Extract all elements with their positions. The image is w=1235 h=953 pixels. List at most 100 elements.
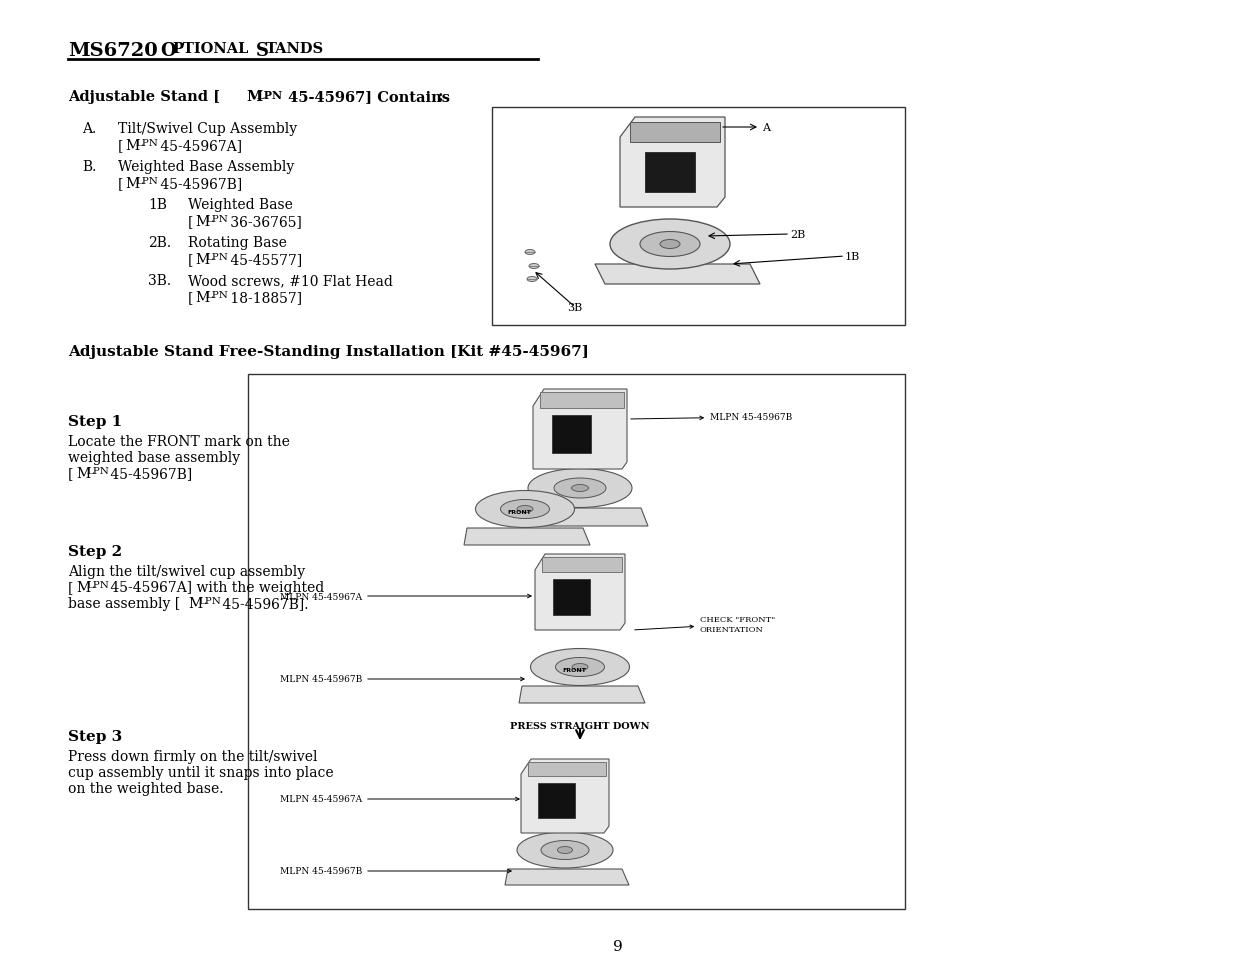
Text: 9: 9 bbox=[613, 939, 622, 953]
Text: Align the tilt/swivel cup assembly: Align the tilt/swivel cup assembly bbox=[68, 564, 305, 578]
Text: A: A bbox=[762, 123, 769, 132]
Text: S: S bbox=[256, 42, 269, 60]
Text: TANDS: TANDS bbox=[266, 42, 324, 56]
Polygon shape bbox=[534, 390, 627, 470]
Text: CHECK "FRONT"
ORIENTATION: CHECK "FRONT" ORIENTATION bbox=[635, 616, 776, 633]
Text: M: M bbox=[125, 139, 140, 152]
Text: [: [ bbox=[188, 253, 194, 267]
Text: Step 3: Step 3 bbox=[68, 729, 122, 743]
Text: LPN: LPN bbox=[86, 580, 109, 589]
Text: [: [ bbox=[68, 580, 73, 595]
Text: FRONT: FRONT bbox=[562, 667, 585, 672]
Ellipse shape bbox=[557, 846, 573, 854]
Polygon shape bbox=[645, 152, 695, 193]
Text: Step 1: Step 1 bbox=[68, 415, 122, 429]
Text: 36-36765]: 36-36765] bbox=[226, 214, 301, 229]
Ellipse shape bbox=[525, 251, 535, 255]
Polygon shape bbox=[529, 762, 606, 776]
Ellipse shape bbox=[531, 649, 630, 686]
Text: cup assembly until it snaps into place: cup assembly until it snaps into place bbox=[68, 765, 333, 780]
Text: M: M bbox=[188, 597, 203, 610]
Polygon shape bbox=[519, 686, 645, 703]
Text: MLPN 45-45967B: MLPN 45-45967B bbox=[280, 675, 524, 684]
Text: LPN: LPN bbox=[257, 90, 283, 101]
Text: [: [ bbox=[68, 467, 73, 480]
Text: M: M bbox=[195, 291, 209, 305]
Text: MS6720: MS6720 bbox=[68, 42, 158, 60]
Text: LPN: LPN bbox=[198, 597, 221, 605]
Text: 45-45967B]: 45-45967B] bbox=[106, 467, 193, 480]
Text: LPN: LPN bbox=[135, 139, 158, 148]
Polygon shape bbox=[505, 869, 629, 885]
Text: LPN: LPN bbox=[205, 214, 228, 224]
Text: Wood screws, #10 Flat Head: Wood screws, #10 Flat Head bbox=[188, 274, 393, 288]
Ellipse shape bbox=[475, 491, 574, 528]
Text: M: M bbox=[125, 177, 140, 191]
Polygon shape bbox=[535, 555, 625, 630]
Polygon shape bbox=[521, 760, 609, 833]
Text: Tilt/Swivel Cup Assembly: Tilt/Swivel Cup Assembly bbox=[119, 122, 298, 136]
Ellipse shape bbox=[572, 485, 589, 492]
Ellipse shape bbox=[555, 478, 606, 498]
Text: PRESS STRAIGHT DOWN: PRESS STRAIGHT DOWN bbox=[510, 721, 650, 730]
Bar bbox=[248, 375, 905, 909]
Polygon shape bbox=[542, 558, 622, 573]
Text: B.: B. bbox=[82, 160, 96, 173]
Text: [: [ bbox=[188, 214, 194, 229]
Ellipse shape bbox=[556, 658, 604, 677]
Text: M: M bbox=[246, 90, 262, 104]
Text: PTIONAL: PTIONAL bbox=[172, 42, 248, 56]
Polygon shape bbox=[464, 529, 590, 545]
Ellipse shape bbox=[529, 264, 538, 269]
Text: 2B: 2B bbox=[790, 230, 805, 240]
Text: 18-18857]: 18-18857] bbox=[226, 291, 303, 305]
Text: 45-45577]: 45-45577] bbox=[226, 253, 303, 267]
Text: [: [ bbox=[119, 139, 124, 152]
Text: M: M bbox=[195, 253, 209, 267]
Text: LPN: LPN bbox=[135, 177, 158, 186]
Text: Adjustable Stand [: Adjustable Stand [ bbox=[68, 90, 220, 104]
Text: FRONT: FRONT bbox=[508, 509, 531, 514]
Text: [: [ bbox=[119, 177, 124, 191]
Polygon shape bbox=[552, 416, 592, 454]
Text: LPN: LPN bbox=[205, 253, 228, 262]
Text: Rotating Base: Rotating Base bbox=[188, 235, 287, 250]
Text: Adjustable Stand Free-Standing Installation [Kit #45-45967]: Adjustable Stand Free-Standing Installat… bbox=[68, 345, 589, 358]
Text: 3B.: 3B. bbox=[148, 274, 172, 288]
Ellipse shape bbox=[541, 841, 589, 860]
Text: LPN: LPN bbox=[86, 467, 109, 476]
Text: [: [ bbox=[188, 291, 194, 305]
Text: 45-45967B]: 45-45967B] bbox=[156, 177, 242, 191]
Text: 45-45967A]: 45-45967A] bbox=[156, 139, 242, 152]
Polygon shape bbox=[553, 579, 590, 616]
Text: 1B: 1B bbox=[845, 252, 861, 262]
Ellipse shape bbox=[529, 469, 632, 508]
Text: M: M bbox=[77, 467, 90, 480]
Text: weighted base assembly: weighted base assembly bbox=[68, 451, 240, 464]
Text: Weighted Base: Weighted Base bbox=[188, 198, 293, 212]
Text: Weighted Base Assembly: Weighted Base Assembly bbox=[119, 160, 294, 173]
Text: MLPN 45-45967A: MLPN 45-45967A bbox=[280, 592, 531, 601]
Text: 45-45967B].: 45-45967B]. bbox=[219, 597, 309, 610]
Text: A.: A. bbox=[82, 122, 96, 136]
Text: M: M bbox=[195, 214, 209, 229]
Text: Step 2: Step 2 bbox=[68, 544, 122, 558]
Ellipse shape bbox=[527, 277, 537, 282]
Text: on the weighted base.: on the weighted base. bbox=[68, 781, 224, 795]
Polygon shape bbox=[516, 509, 648, 526]
Text: base assembly [: base assembly [ bbox=[68, 597, 180, 610]
Text: 2B.: 2B. bbox=[148, 235, 172, 250]
Text: Press down firmly on the tilt/swivel: Press down firmly on the tilt/swivel bbox=[68, 749, 317, 763]
Text: LPN: LPN bbox=[205, 291, 228, 299]
Text: 45-45967A] with the weighted: 45-45967A] with the weighted bbox=[106, 580, 325, 595]
Text: 3B: 3B bbox=[567, 303, 583, 313]
Text: M: M bbox=[77, 580, 90, 595]
Ellipse shape bbox=[517, 506, 534, 513]
Text: MLPN 45-45967A: MLPN 45-45967A bbox=[280, 795, 519, 803]
Ellipse shape bbox=[640, 233, 700, 257]
Polygon shape bbox=[538, 783, 576, 818]
Ellipse shape bbox=[572, 664, 588, 671]
Text: MLPN 45-45967B: MLPN 45-45967B bbox=[631, 413, 792, 422]
Ellipse shape bbox=[517, 832, 613, 868]
Text: :: : bbox=[438, 90, 443, 104]
